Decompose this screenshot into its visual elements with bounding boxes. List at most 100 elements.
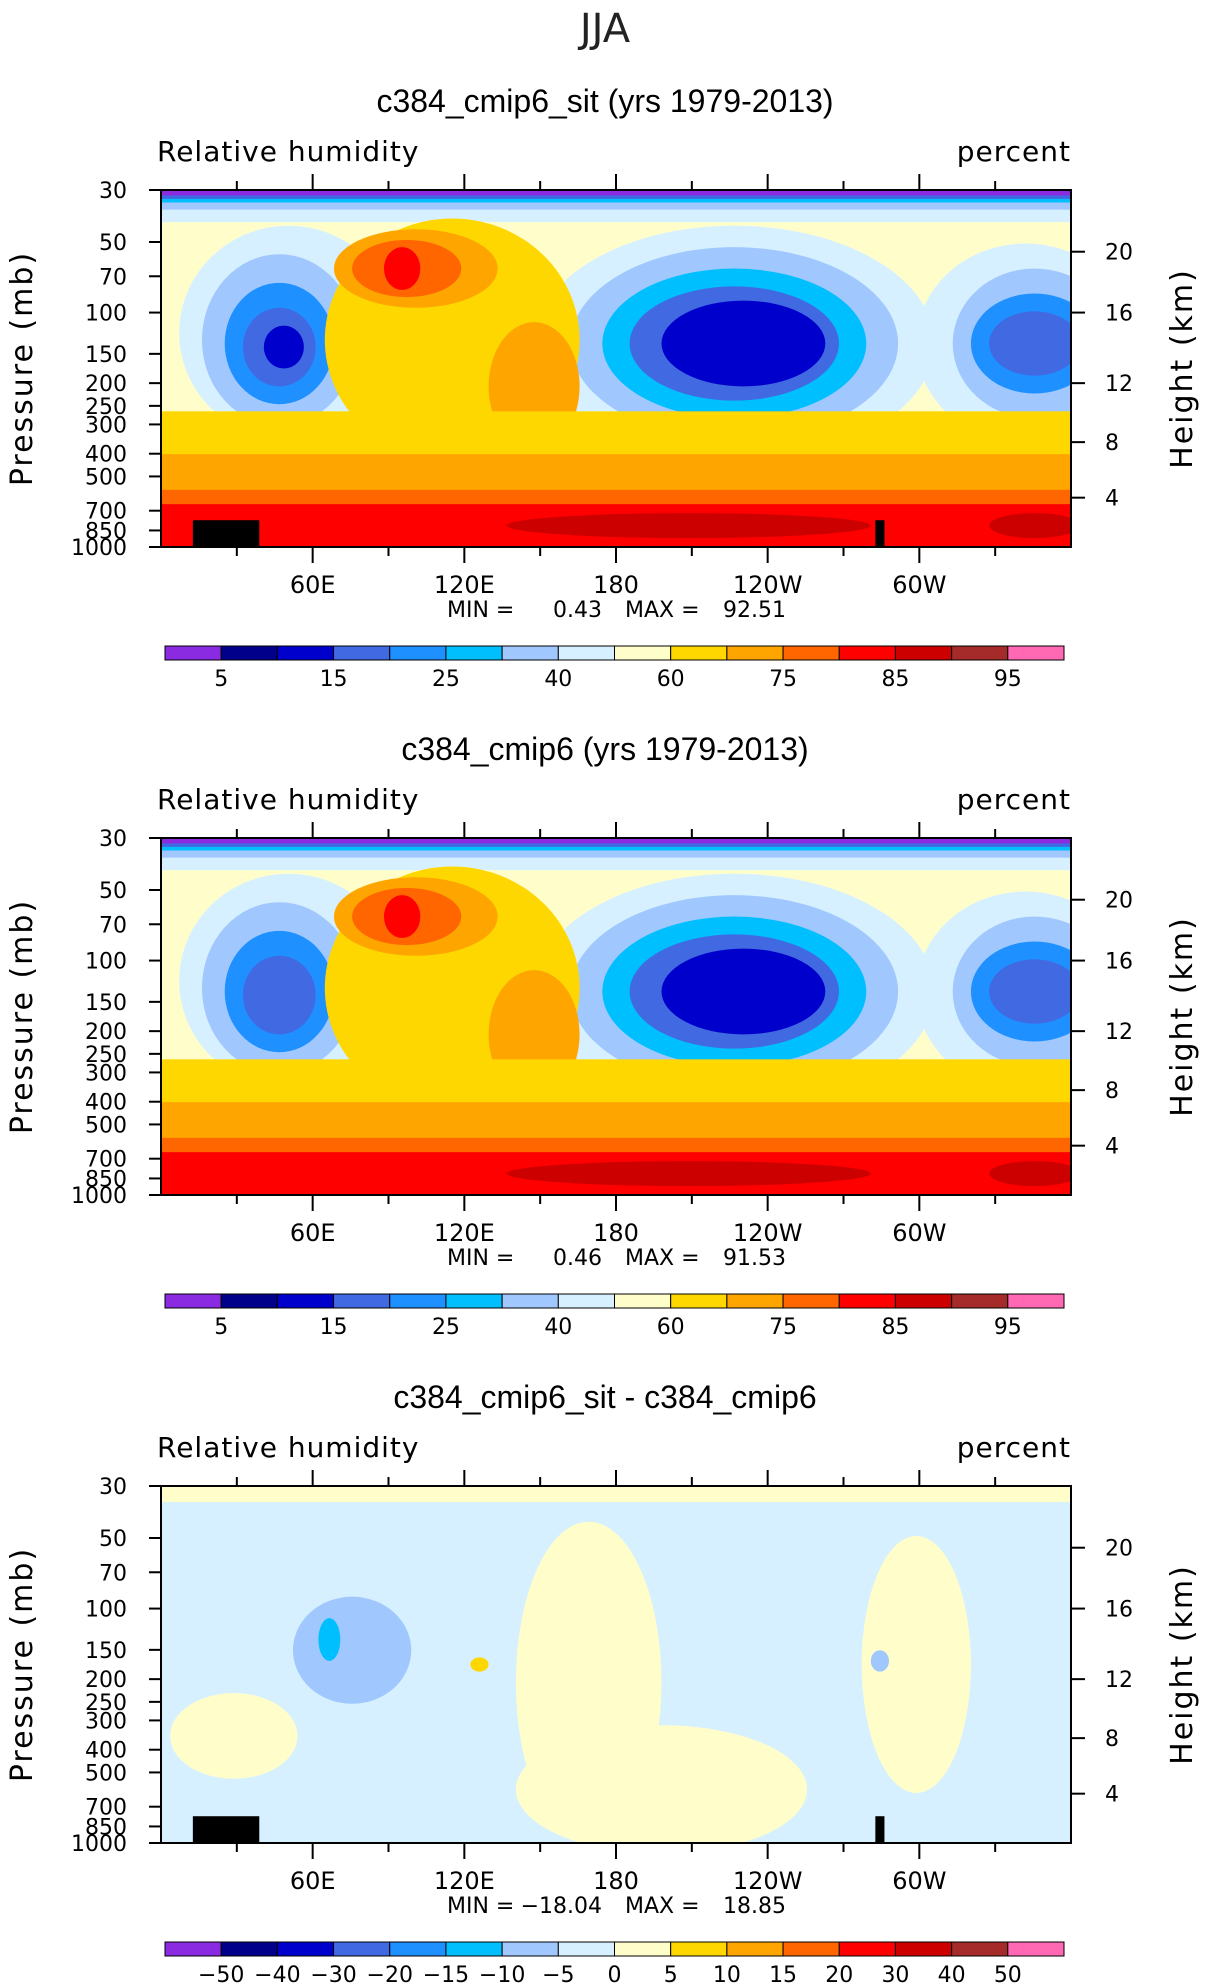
- min-value: 0.46: [553, 1246, 602, 1271]
- y-tick-label: 500: [85, 1113, 127, 1138]
- colorbar-swatch: [894, 1293, 953, 1309]
- variable-label: Relative humidity: [157, 1431, 419, 1464]
- dry-cell-pacific-core: [661, 948, 826, 1035]
- y-tick-label: 200: [85, 372, 127, 397]
- colorbar-swatch: [220, 645, 278, 661]
- page-title: JJA: [577, 6, 631, 52]
- colorbar-swatch: [164, 1941, 222, 1957]
- colorbar-swatch: [501, 1293, 559, 1309]
- dry-cell-west: [242, 955, 316, 1035]
- dry-cell-west-core: [263, 325, 304, 369]
- negative-region: [870, 1650, 890, 1672]
- y-tick-label: 200: [85, 1668, 127, 1693]
- y-axis-title: Pressure (mb): [5, 1547, 40, 1782]
- colorbar-swatch: [389, 1941, 447, 1957]
- height-tick-label: 8: [1105, 1727, 1119, 1752]
- chart-panel-3: c384_cmip6_sit - c384_cmip6 Relative humi…: [5, 1379, 1200, 1987]
- x-tick-label: 60W: [892, 1867, 946, 1895]
- height-tick-label: 12: [1105, 1668, 1133, 1693]
- colorbar-label: 95: [994, 1315, 1022, 1340]
- y-tick-label: 50: [99, 879, 127, 904]
- colorbar-swatch: [557, 645, 615, 661]
- y-tick-label: 250: [85, 1691, 127, 1716]
- colorbar-label: −20: [367, 1963, 413, 1987]
- y-tick-label: 700: [85, 500, 127, 525]
- y-tick-label: 100: [85, 950, 127, 975]
- colorbar-swatch: [614, 645, 672, 661]
- y-tick-label: 70: [99, 1561, 127, 1586]
- colorbar-label: −10: [479, 1963, 525, 1987]
- colorbar-label: 5: [664, 1963, 678, 1987]
- min-value: −18.04: [521, 1894, 602, 1919]
- negative-region: [292, 1596, 412, 1704]
- x-tick-label: 180: [593, 1867, 639, 1895]
- boundary-layer-core: [506, 1161, 871, 1187]
- dry-cell-east: [989, 959, 1071, 1024]
- min-value: 0.43: [553, 598, 602, 623]
- y-tick-label: 1000: [71, 1184, 127, 1209]
- colorbar-swatch: [838, 1941, 896, 1957]
- topography: [192, 520, 260, 547]
- height-tick-label: 4: [1105, 1135, 1119, 1160]
- field-top-band: [161, 190, 1071, 196]
- max-label: MAX =: [625, 1894, 700, 1919]
- colorbar-swatch: [951, 645, 1009, 661]
- colorbar-swatch: [894, 645, 953, 661]
- x-tick-label: 60W: [892, 571, 946, 599]
- colorbar-swatch: [670, 1941, 728, 1957]
- colorbar-label: 5: [214, 1315, 228, 1340]
- x-tick-label: 60E: [290, 1219, 336, 1247]
- x-tick-label: 60E: [290, 1867, 336, 1895]
- positive-region: [170, 1693, 298, 1779]
- boundary-layer-core: [506, 513, 871, 539]
- colorbar-swatch: [220, 1293, 278, 1309]
- positive-region-core: [470, 1657, 489, 1672]
- colorbar-swatch: [445, 645, 503, 661]
- colorbar-label: 95: [994, 667, 1022, 692]
- colorbar-label: 25: [432, 1315, 460, 1340]
- colorbar-swatch: [445, 1941, 503, 1957]
- y-axis-title: Pressure (mb): [5, 899, 40, 1134]
- colorbar-swatch: [782, 1293, 840, 1309]
- height-tick-label: 16: [1105, 950, 1133, 975]
- colorbar-swatch: [894, 1941, 953, 1957]
- height-tick-label: 12: [1105, 1020, 1133, 1045]
- y-tick-label: 850: [85, 1815, 127, 1840]
- colorbar-label: 15: [769, 1963, 797, 1987]
- max-value: 92.51: [723, 598, 786, 623]
- colorbar-swatch: [333, 1293, 391, 1309]
- y-tick-label: 150: [85, 991, 127, 1016]
- colorbar-swatch: [276, 1941, 335, 1957]
- y-tick-label: 700: [85, 1148, 127, 1173]
- topography: [875, 1816, 885, 1843]
- y-tick-label: 30: [99, 827, 127, 852]
- colorbar-swatch: [614, 1941, 672, 1957]
- colorbar-swatch: [726, 1293, 784, 1309]
- x-tick-label: 120E: [434, 1219, 495, 1247]
- height-tick-label: 20: [1105, 889, 1133, 914]
- colorbar-swatch: [164, 645, 222, 661]
- x-tick-label: 120W: [733, 571, 803, 599]
- y-tick-label: 500: [85, 1761, 127, 1786]
- colorbar-swatch: [333, 1941, 391, 1957]
- colorbar-swatch: [838, 645, 896, 661]
- colorbar-label: 85: [881, 667, 909, 692]
- panel-title: c384_cmip6 (yrs 1979-2013): [401, 731, 808, 767]
- field-upper-band: [161, 1486, 1071, 1503]
- min-label: MIN =: [447, 1246, 514, 1271]
- y-tick-label: 250: [85, 395, 127, 420]
- y2-axis-title: Height (km): [1165, 268, 1200, 469]
- y-tick-label: 1000: [71, 1832, 127, 1857]
- colorbar-label: 50: [994, 1963, 1022, 1987]
- colorbar-swatch: [838, 1293, 896, 1309]
- dry-cell-east: [989, 311, 1071, 376]
- colorbar-label: 40: [544, 667, 572, 692]
- height-tick-label: 20: [1105, 241, 1133, 266]
- colorbar-swatch: [614, 1293, 672, 1309]
- colorbar-label: 0: [608, 1963, 622, 1987]
- colorbar-label: 5: [214, 667, 228, 692]
- colorbar-label: 60: [657, 1315, 685, 1340]
- y-tick-label: 100: [85, 302, 127, 327]
- y-tick-label: 400: [85, 1091, 127, 1116]
- colorbar-label: −30: [310, 1963, 356, 1987]
